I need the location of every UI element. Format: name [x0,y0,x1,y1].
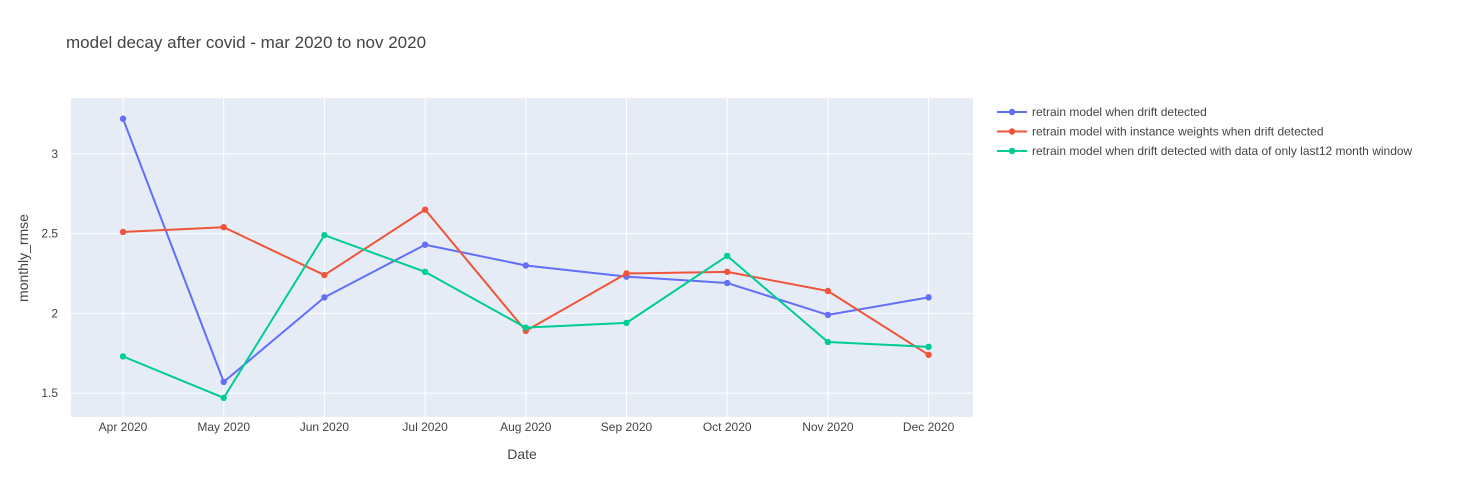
y-axis-ticks: 1.5 2 2.5 3 [41,147,58,400]
data-point[interactable] [220,378,227,386]
legend-marker [1008,147,1016,155]
y-tick-label: 3 [51,147,58,161]
x-tick-label: Apr 2020 [99,420,148,434]
x-tick-label: Jul 2020 [402,420,448,434]
y-tick-label: 2 [51,306,58,320]
data-point[interactable] [925,351,932,358]
y-tick-label: 1.5 [41,386,58,400]
y-tick-label: 2.5 [41,227,58,241]
legend-item-1[interactable]: retrain model when drift detected [997,105,1207,119]
legend-item-2[interactable]: retrain model with instance weights when… [997,125,1324,139]
data-point[interactable] [522,262,529,269]
gridlines [71,98,973,417]
data-point[interactable] [421,206,429,213]
x-tick-label: Dec 2020 [903,420,955,434]
legend: retrain model when drift detected retrain… [997,105,1413,158]
series-3 [119,231,932,402]
legend-label: retrain model when drift detected with d… [1032,144,1413,158]
x-tick-label: Sep 2020 [601,420,653,434]
data-point[interactable] [724,268,731,276]
data-point[interactable] [119,353,127,360]
legend-marker [1008,128,1016,135]
data-point[interactable] [421,268,429,276]
legend-marker [1008,108,1016,116]
data-point[interactable] [321,231,328,239]
data-point[interactable] [321,294,328,301]
data-point[interactable] [522,324,529,331]
y-axis-title: monthly_rmse [15,214,31,302]
data-point[interactable] [824,311,832,319]
legend-item-3[interactable]: retrain model when drift detected with d… [997,144,1413,158]
data-point[interactable] [220,223,227,231]
data-point[interactable] [421,241,429,248]
data-point[interactable] [623,270,630,277]
x-tick-label: Aug 2020 [500,420,552,434]
data-point[interactable] [119,228,127,236]
data-point[interactable] [623,319,630,327]
x-axis-ticks: Apr 2020 May 2020 Jun 2020 Jul 2020 Aug 2020… [99,420,955,434]
legend-label: retrain model when drift detected [1032,105,1207,119]
x-tick-label: May 2020 [197,420,250,434]
x-tick-label: Nov 2020 [802,420,854,434]
data-point[interactable] [724,279,731,287]
chart-title: model decay after covid - mar 2020 to no… [66,33,426,52]
data-point[interactable] [321,271,328,279]
data-point[interactable] [220,394,227,402]
data-point[interactable] [824,338,832,346]
x-axis-title: Date [507,446,537,462]
plot-area [71,98,973,417]
x-tick-label: Jun 2020 [300,420,350,434]
x-tick-label: Oct 2020 [703,420,752,434]
data-point[interactable] [925,343,932,351]
data-point[interactable] [119,115,127,122]
data-point[interactable] [824,287,832,295]
data-point[interactable] [925,294,932,301]
legend-label: retrain model with instance weights when… [1032,125,1324,139]
series-layer [119,115,932,402]
data-point[interactable] [724,252,731,260]
